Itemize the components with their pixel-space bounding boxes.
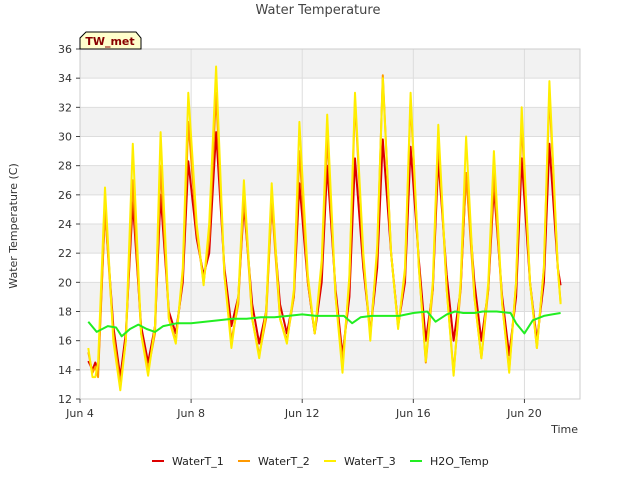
x-tick-label: Jun 8	[176, 407, 205, 420]
y-tick-label: 34	[58, 72, 72, 85]
legend-label: H2O_Temp	[430, 455, 489, 468]
y-tick-label: 12	[58, 393, 72, 406]
legend-label: WaterT_1	[172, 455, 224, 468]
x-axis: Jun 4 Jun 8 Jun 12 Jun 16 Jun 20	[65, 399, 542, 420]
y-axis: 12 14 16 18 20 22 24 26 28 30 32 34 36	[58, 43, 80, 406]
plot-band	[80, 282, 580, 312]
y-tick-label: 36	[58, 43, 72, 56]
y-tick-label: 20	[58, 276, 72, 289]
station-label-box: TW_met	[79, 31, 142, 50]
y-tick-label: 18	[58, 306, 72, 319]
plot-band	[80, 49, 580, 79]
x-tick-label: Jun 4	[65, 407, 94, 420]
plot-band	[80, 107, 580, 137]
station-label: TW_met	[85, 35, 134, 48]
chart-title: Water Temperature	[256, 3, 381, 18]
y-tick-label: 22	[58, 247, 72, 260]
y-tick-label: 32	[58, 101, 72, 114]
y-tick-label: 28	[58, 160, 72, 173]
x-tick-label: Jun 12	[284, 407, 320, 420]
y-axis-label: Water Temperature (C)	[7, 163, 20, 288]
series-lines	[87, 65, 562, 392]
plot-band	[80, 224, 580, 254]
legend-label: WaterT_3	[344, 455, 396, 468]
x-tick-label: Jun 16	[395, 407, 431, 420]
x-tick-label: Jun 20	[506, 407, 542, 420]
y-tick-label: 26	[58, 189, 72, 202]
series-line-watert-3	[87, 65, 562, 392]
legend: WaterT_1 WaterT_2 WaterT_3 H2O_Temp	[152, 455, 489, 468]
series-line-h2o-temp	[87, 310, 561, 338]
y-tick-label: 14	[58, 364, 72, 377]
x-axis-label: Time	[550, 423, 578, 436]
legend-label: WaterT_2	[258, 455, 310, 468]
y-tick-label: 30	[58, 131, 72, 144]
plot-band	[80, 340, 580, 370]
y-tick-label: 24	[58, 218, 72, 231]
y-tick-label: 16	[58, 335, 72, 348]
station-label-shape	[79, 31, 142, 50]
